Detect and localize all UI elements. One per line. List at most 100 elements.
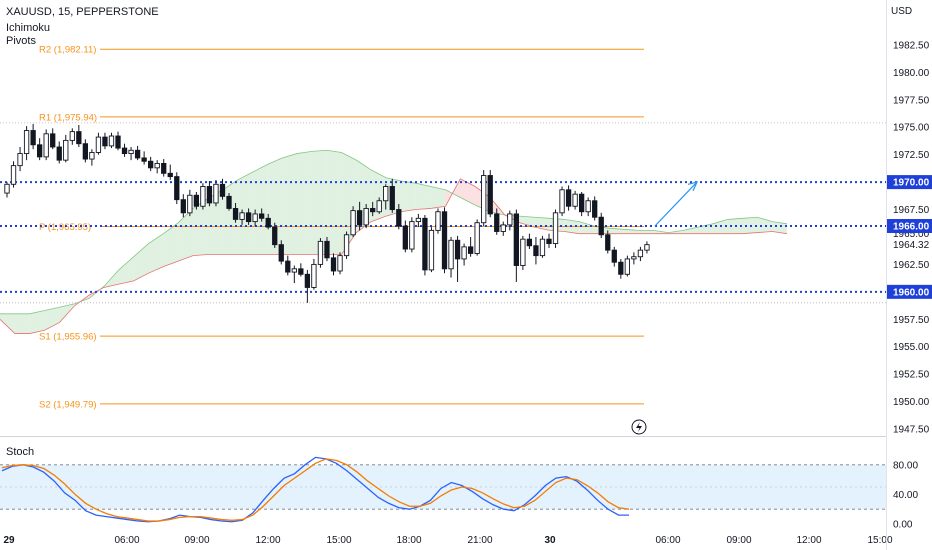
ichimoku-cloud-segment [460,178,476,206]
candle-down [389,186,395,210]
candle-up [520,238,526,266]
candle-up [154,162,160,169]
candle-down [370,207,376,213]
candle-up [23,130,30,155]
candle-down [115,135,121,149]
candle-down [285,260,291,273]
candle-up [435,211,441,231]
candle-down [82,143,89,160]
level-badge [886,284,932,299]
ichimoku-cloud-segment [638,230,654,234]
stoch-label[interactable]: Stoch [6,446,35,458]
indicator-ichimoku-label[interactable]: Ichimoku [6,22,51,34]
candle-up [343,234,350,257]
candle-up [559,189,565,214]
indicator-pivots-label[interactable]: Pivots [6,35,36,47]
background-layer [0,122,886,334]
ichimoku-cloud-segment [282,153,297,255]
x-tick-label: 09:00 [184,535,209,546]
candle-down [37,144,43,158]
x-tick-label: 06:00 [655,535,680,546]
y-tick-label: 1952.50 [893,370,930,381]
x-tick-label: 29 [3,535,15,546]
y-tick-label: 1972.50 [893,150,930,161]
candle-down [265,217,271,228]
ichimoku-cloud-segment [14,313,30,334]
axis-border [886,0,887,550]
candle-up [448,239,454,270]
candle-down [565,189,572,207]
candle-up [585,200,591,213]
candle-up [108,135,115,147]
x-tick-label: 15:00 [867,535,892,546]
candle-up [69,131,75,141]
candle-up [10,165,17,185]
candle-up [507,213,513,226]
stoch-plot [0,456,886,523]
candle-up [89,152,95,160]
stoch-y-tick-label: 0.00 [893,520,913,531]
candle-down [546,238,552,245]
stoch-y-tick-label: 80.00 [893,460,918,471]
candle-down [245,212,252,223]
candle-up [239,212,245,220]
ichimoku-cloud-segment [579,221,594,234]
candle-down [304,273,311,288]
candle-down [134,149,141,159]
pivot-label: S2 (1,949.79) [39,399,97,410]
symbol-title[interactable]: XAUUSD, 15, PEPPERSTONE [6,6,159,18]
candle-up [500,224,506,232]
candle-down [161,162,167,174]
level-badge-label: 1960.00 [893,287,930,298]
candle-up [481,175,487,224]
candle-down [76,131,82,145]
candle-up [376,200,382,213]
candle-up [63,139,69,161]
candle-down [356,210,363,226]
level-badge-label: 1970.00 [893,178,930,189]
y-tick-label-extra: 1965.00 [893,229,930,240]
candle-up [43,133,49,158]
candle-up [252,213,258,223]
candle-down [605,234,611,251]
candle-down [226,195,232,209]
x-tick-label: 21:00 [467,535,492,546]
candle-up [213,183,219,204]
ichimoku-cloud-segment [163,222,179,267]
ichimoku-cloud-segment [193,198,208,256]
candle-up [624,258,631,275]
stoch-d-line [1,458,630,522]
candle-up [95,136,102,153]
candle-up [363,207,369,226]
candle-down [278,244,284,262]
level-badge [886,219,932,233]
ichimoku-cloud-segment [252,164,268,255]
y-tick-label: 1975.00 [893,123,930,134]
ichimoku-cloud-segment [534,217,550,231]
ichimoku-cloud-segment [178,208,194,262]
ichimoku-cloud-segment [608,228,624,234]
ichimoku-cloud-segment [697,223,713,234]
candle-down [467,246,474,254]
candle-down [618,261,624,275]
currency-label[interactable]: USD [891,6,913,17]
x-tick-label: 06:00 [114,535,139,546]
candle-down [219,183,226,197]
candle-up [461,246,467,260]
candle-down [611,249,617,263]
candle-up [317,240,324,265]
candle-down [598,216,604,236]
pane-separator[interactable] [0,436,886,437]
candle-down [232,207,239,220]
ichimoku-cloud-segment [742,217,758,234]
ichimoku-cloud-segment [0,313,15,334]
ichimoku-cloud-segment [400,181,416,212]
ichimoku-cloud-segment [133,243,149,281]
candle-down [50,133,56,148]
candle-down [272,226,278,246]
ichimoku-cloud-segment [430,186,446,209]
candle-up [631,256,637,260]
ichimoku-cloud-segment [311,150,327,255]
candle-down [592,200,598,218]
